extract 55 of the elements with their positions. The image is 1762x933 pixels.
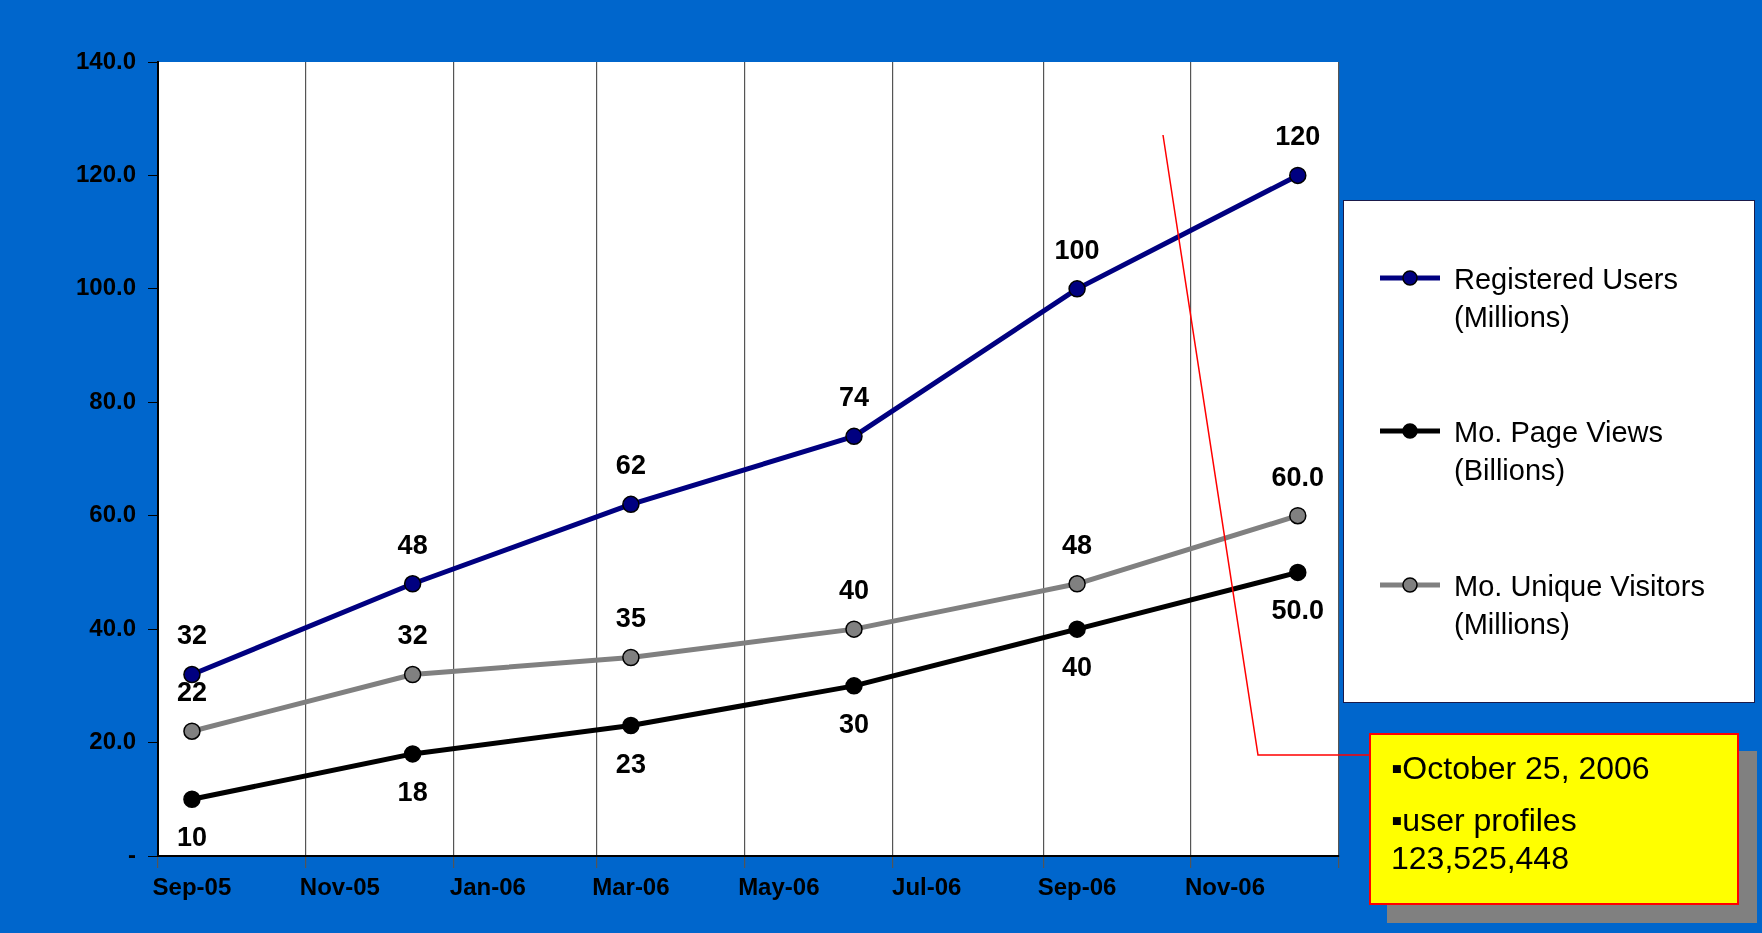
x-tick-label: Nov-06 xyxy=(1185,873,1266,901)
data-label: 10 xyxy=(176,822,207,853)
data-label: 62 xyxy=(615,450,646,481)
x-tick-label: Jan-06 xyxy=(449,873,526,901)
point xyxy=(1289,506,1307,525)
point xyxy=(622,716,640,735)
text: ▪October 25, 2006 ▪user profiles 123,525,448 xyxy=(1391,749,1651,877)
point xyxy=(183,790,201,809)
point xyxy=(183,722,201,740)
point xyxy=(1289,563,1307,582)
point xyxy=(622,648,640,667)
y-tick-label: - xyxy=(128,840,136,868)
data-label: 35 xyxy=(615,603,646,634)
y-tick-label: 120.0 xyxy=(75,160,136,188)
point xyxy=(845,677,863,695)
point xyxy=(845,620,863,638)
point xyxy=(403,745,422,763)
data-label: 74 xyxy=(838,382,870,413)
y-tick-label: 60.0 xyxy=(89,500,136,528)
x-tick-label: Sep-05 xyxy=(152,873,232,901)
legend-label: Registered Users (Millions) xyxy=(1454,261,1680,335)
data-label: 60.0 xyxy=(1271,461,1325,492)
y-tick-label: 100.0 xyxy=(75,273,136,301)
data-label: 23 xyxy=(615,748,646,779)
point xyxy=(403,665,422,684)
point xyxy=(1068,620,1086,638)
data-label: 50.0 xyxy=(1271,595,1325,626)
x-tick-label: Jul-06 xyxy=(892,873,962,901)
y-tick-label: 140.0 xyxy=(75,46,136,74)
y-tick-label: 40.0 xyxy=(89,613,136,641)
legend-label: Mo. Page Views (Billions) xyxy=(1454,415,1665,489)
data-label: 48 xyxy=(397,529,428,560)
point xyxy=(845,427,863,446)
data-label: 30 xyxy=(838,708,870,739)
x-tick-label: Sep-06 xyxy=(1037,873,1117,901)
data-label: 48 xyxy=(1062,529,1093,560)
data-label: 40 xyxy=(1062,652,1093,683)
data-label: 100 xyxy=(1054,234,1100,265)
data-label: 18 xyxy=(397,776,428,807)
point xyxy=(622,495,640,514)
x-tick-label: Mar-06 xyxy=(592,873,670,901)
x-tick-label: Nov-05 xyxy=(299,873,380,901)
data-label: 32 xyxy=(176,620,207,651)
point xyxy=(403,575,422,593)
y-tick-label: 80.0 xyxy=(89,386,136,414)
legend-label: Mo. Unique Visitors (Millions) xyxy=(1454,569,1706,643)
y-tick-label: 20.0 xyxy=(89,727,136,755)
data-label: 120 xyxy=(1275,121,1321,152)
point xyxy=(1068,575,1086,593)
data-label: 22 xyxy=(176,677,207,708)
point xyxy=(1068,280,1086,298)
x-tick-label: May-06 xyxy=(738,873,820,901)
point xyxy=(1289,166,1307,185)
data-label: 40 xyxy=(838,575,870,606)
data-label: 32 xyxy=(397,620,428,651)
